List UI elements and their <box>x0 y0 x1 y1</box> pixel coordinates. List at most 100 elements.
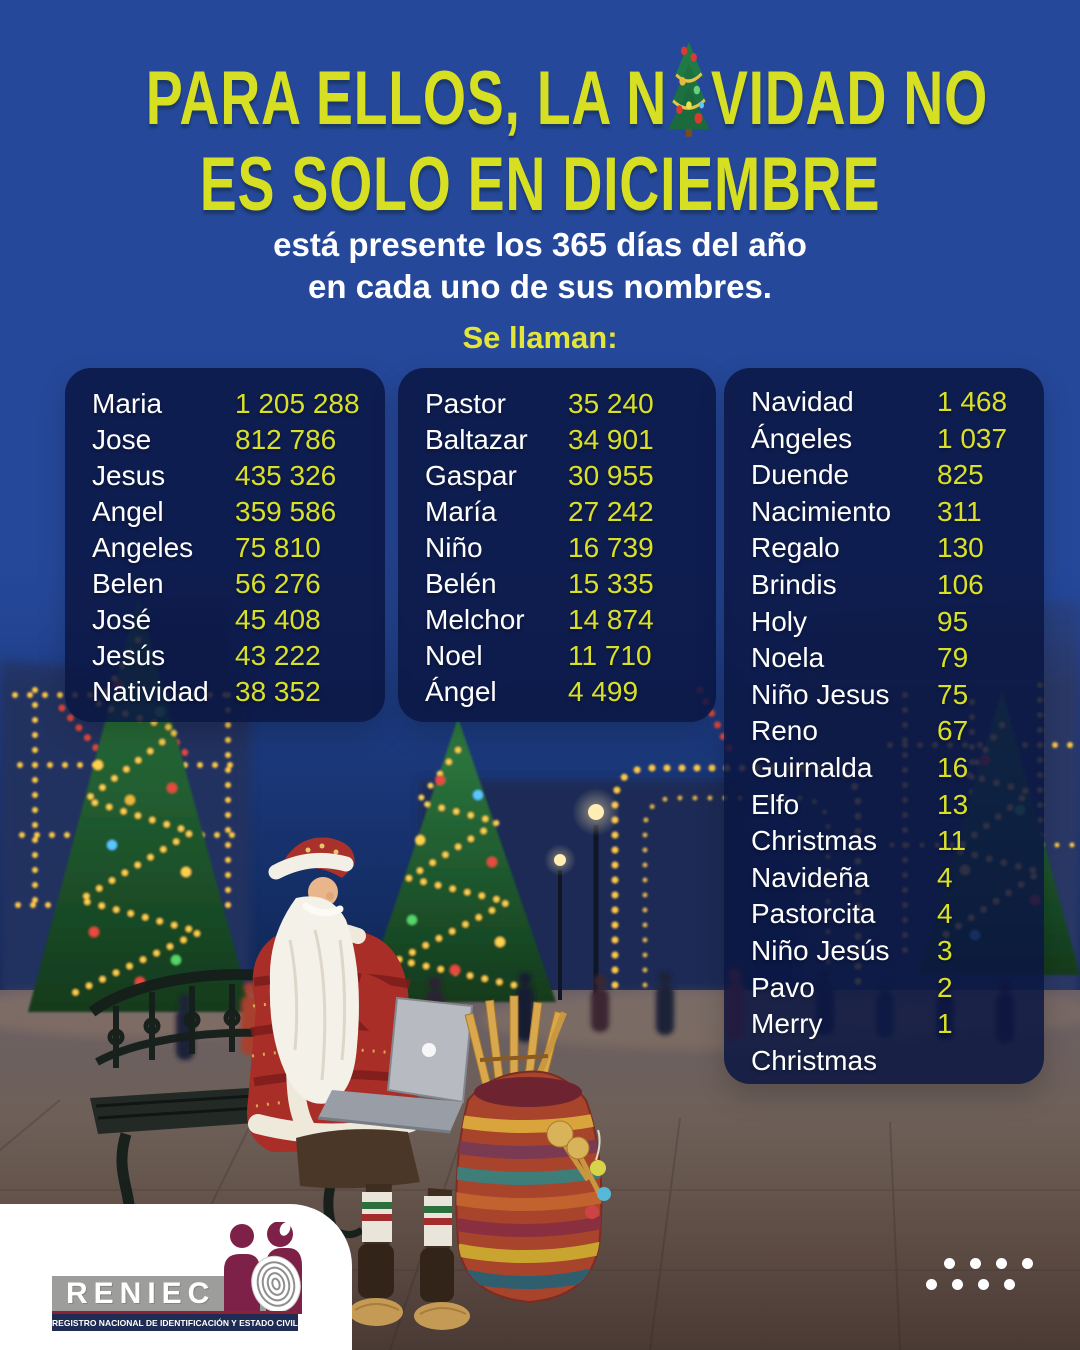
name-count: 4 499 <box>568 676 639 707</box>
name-count-row: Christmas <box>751 1043 1044 1080</box>
given-name: Navidad <box>751 386 854 417</box>
given-name: Navideña <box>751 861 870 893</box>
santa-claus <box>247 837 474 1330</box>
given-name: Angel <box>92 496 164 527</box>
name-count-row: Angel 359 586 <box>92 494 385 530</box>
name-count-row: Navidad 1 468 <box>751 384 1044 421</box>
name-count: 16 739 <box>568 532 654 563</box>
name-count-row: Baltazar 34 901 <box>425 422 716 458</box>
name-count: 30 955 <box>568 460 654 491</box>
given-name: Jesus <box>92 460 166 491</box>
name-count: 825 <box>937 459 984 491</box>
name-count-row: Navideña 4 <box>751 860 1044 897</box>
name-count: 1 468 <box>937 386 1008 417</box>
name-count: 15 335 <box>568 568 654 599</box>
name-count: 75 <box>937 678 969 710</box>
name-count-row: Regalo 130 <box>751 530 1044 567</box>
name-count-row: José 45 408 <box>92 602 385 638</box>
name-count-row: Noel 11 710 <box>425 638 716 674</box>
pager-dot <box>944 1258 955 1269</box>
name-count-row: Brindis 106 <box>751 567 1044 604</box>
names-panel-1: Maria 1 205 288 Jose 812 786 Jesus 435 326 Ang… <box>65 368 385 722</box>
name-count: 435 326 <box>235 460 337 491</box>
name-count: 13 <box>937 788 969 820</box>
given-name: Noela <box>751 642 825 674</box>
name-count-row: Melchor 14 874 <box>425 602 716 638</box>
given-name: José <box>92 604 152 635</box>
given-name: Nacimiento <box>751 495 892 527</box>
pager-dot <box>978 1279 989 1290</box>
name-count-row: Noela 79 <box>751 640 1044 677</box>
given-name: Belén <box>425 568 497 599</box>
given-name: Holy <box>751 605 808 637</box>
street-lamps <box>544 788 620 1000</box>
given-name: Pastorcita <box>751 898 876 930</box>
name-count-row: Nacimiento 311 <box>751 494 1044 531</box>
pan-flutes <box>464 995 567 1097</box>
name-count: 1 <box>937 1008 953 1040</box>
subtitle-line2: en cada uno de sus nombres. <box>308 268 772 305</box>
reniec-tagline: REGISTRO NACIONAL DE IDENTIFICACIÓN Y ES… <box>52 1311 298 1331</box>
given-name: Guirnalda <box>751 751 873 783</box>
names-panel-2: Pastor 35 240 Baltazar 34 901 Gaspar 30 955 Ma… <box>398 368 716 722</box>
given-name: Baltazar <box>425 424 528 455</box>
name-count-row: Natividad 38 352 <box>92 674 385 710</box>
name-count-row: Guirnalda 16 <box>751 750 1044 787</box>
name-count: 45 408 <box>235 604 321 635</box>
name-count: 11 <box>937 825 967 857</box>
name-count: 130 <box>937 532 984 564</box>
name-count-row: Niño Jesus 75 <box>751 677 1044 714</box>
name-count-row: Belen 56 276 <box>92 566 385 602</box>
striped-socks <box>362 1192 452 1246</box>
name-count-row: Pavo 2 <box>751 970 1044 1007</box>
name-count-row: Ángel 4 499 <box>425 674 716 710</box>
name-count: 56 276 <box>235 568 321 599</box>
title-block: PARA ELLOS, LA N VIDAD NO ES SOLO EN DIC… <box>0 40 1080 228</box>
name-count: 27 242 <box>568 496 654 527</box>
reniec-logo-card: RENIEC REGISTRO NACIONAL DE IDENTIFICACI… <box>0 1204 352 1350</box>
pager-dot <box>996 1258 1007 1269</box>
name-count: 3 <box>937 934 953 966</box>
pager-dot <box>1022 1258 1033 1269</box>
given-name: Merry <box>751 1008 823 1040</box>
name-count: 79 <box>937 642 969 674</box>
name-count-row: Pastor 35 240 <box>425 386 716 422</box>
given-name: Niño <box>425 532 483 563</box>
given-name: Brindis <box>751 568 837 600</box>
name-count-row: Reno 67 <box>751 713 1044 750</box>
given-name: Jesús <box>92 640 166 671</box>
name-count-row: Belén 15 335 <box>425 566 716 602</box>
name-count: 34 901 <box>568 424 654 455</box>
name-count-row: Niño Jesús 3 <box>751 933 1044 970</box>
name-count: 4 <box>937 898 953 930</box>
name-count: 35 240 <box>568 388 654 419</box>
name-count-row: Ángeles 1 037 <box>751 421 1044 458</box>
name-count-row: Angeles 75 810 <box>92 530 385 566</box>
given-name: Melchor <box>425 604 525 635</box>
name-count-row: Christmas 11 <box>751 823 1044 860</box>
name-count: 1 205 288 <box>235 388 360 419</box>
name-count-row: Pastorcita 4 <box>751 896 1044 933</box>
name-count: 359 586 <box>235 496 337 527</box>
name-count: 4 <box>937 861 953 893</box>
pager-dot <box>926 1279 937 1290</box>
name-count: 311 <box>937 495 982 527</box>
name-count: 75 810 <box>235 532 321 563</box>
given-name: Belen <box>92 568 164 599</box>
name-count-row: Elfo 13 <box>751 787 1044 824</box>
pager-dots <box>926 1258 1056 1294</box>
reniec-people-fingerprint-icon <box>224 1222 302 1314</box>
name-count-row: Merry 1 <box>751 1006 1044 1043</box>
lead-in-label: Se llaman: <box>462 320 618 355</box>
headline-text-post: VIDAD NO <box>710 56 988 141</box>
name-count: 106 <box>937 568 984 600</box>
given-name: Christmas <box>751 1044 878 1076</box>
name-count-row: Duende 825 <box>751 457 1044 494</box>
name-count: 38 352 <box>235 676 321 707</box>
given-name: Pastor <box>425 388 506 419</box>
given-name: Niño Jesus <box>751 678 890 710</box>
name-count: 2 <box>937 971 953 1003</box>
name-count: 1 037 <box>937 422 1008 454</box>
names-panel-3: Navidad 1 468 Ángeles 1 037 Duende 825 Nacimie… <box>724 368 1044 1084</box>
given-name: Natividad <box>92 676 209 707</box>
